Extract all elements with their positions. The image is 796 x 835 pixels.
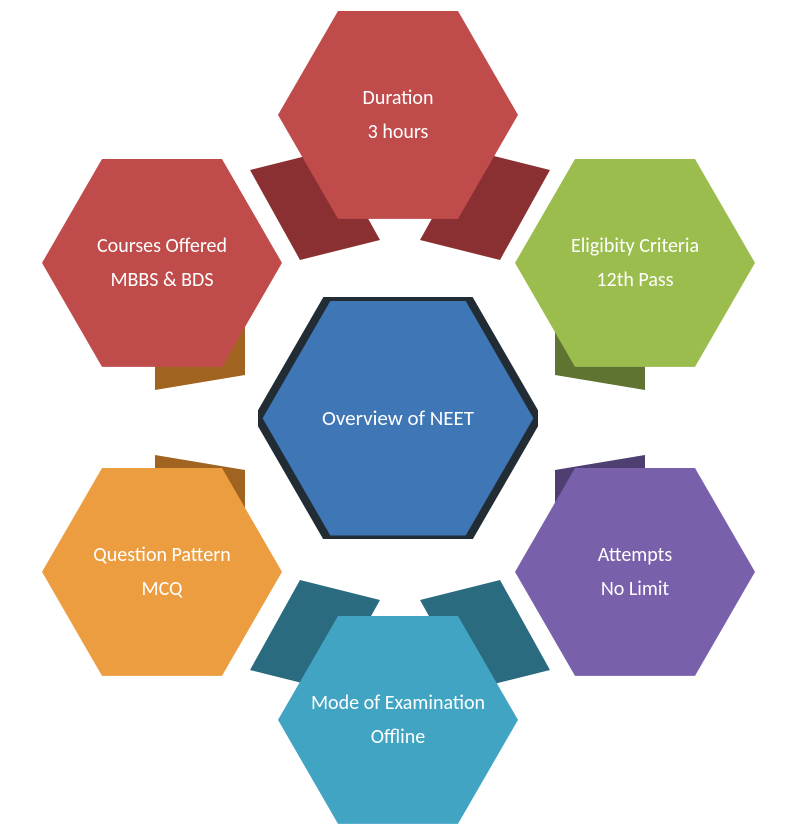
diagram-stage: Overview of NEET Duration3 hoursEligibity… [0, 0, 796, 835]
hexagon-eligibility: Eligibity Criteria12th Pass [515, 159, 755, 367]
hexagon-courses: Courses OfferedMBBS & BDS [42, 159, 282, 367]
center-hexagon: Overview of NEET [258, 297, 538, 539]
hexagon-pattern: Question PatternMCQ [42, 468, 282, 676]
hexagon-mode: Mode of ExaminationOffline [278, 616, 518, 824]
hexagon-duration: Duration3 hours [278, 11, 518, 219]
hexagon-attempts: AttemptsNo Limit [515, 468, 755, 676]
